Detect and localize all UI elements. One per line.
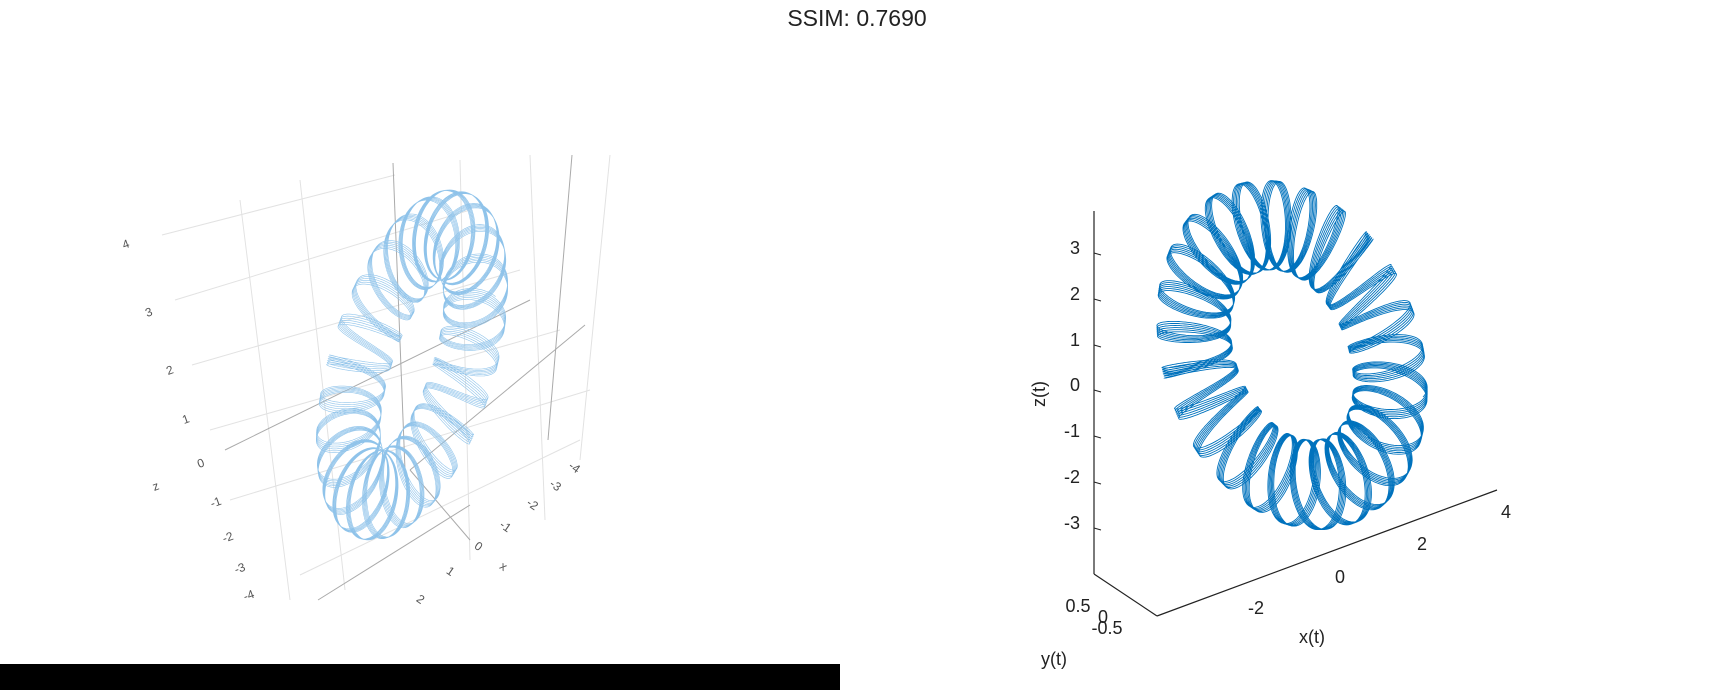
x-tick-label: 4 (1501, 502, 1511, 522)
z-tick-label: 3 (143, 304, 154, 320)
grid-line (161, 174, 396, 236)
z-tick-label: -4 (241, 587, 256, 604)
grid-line (299, 439, 581, 576)
torus-curve (1156, 180, 1428, 531)
z-tick-label: -2 (220, 529, 235, 546)
x-tick-label: 2 (1417, 534, 1427, 554)
grid-line (229, 389, 591, 501)
y-tick-label: -0.5 (1091, 618, 1122, 638)
left-curve-group (315, 189, 509, 541)
z-tick-label: 1 (180, 411, 191, 427)
grid-line (239, 199, 291, 601)
x-tick-label: 0 (1335, 567, 1345, 587)
z-axis-label: z(t) (1029, 381, 1049, 407)
grid-line (579, 154, 611, 461)
z-tick-label: 2 (164, 362, 175, 378)
grid-line (191, 269, 521, 366)
y-tick-label: 0 (1098, 607, 1108, 627)
grid-line (459, 159, 471, 561)
z-tick-label: 0 (195, 455, 206, 471)
z-tick-label: 3 (1070, 238, 1080, 258)
z-tick-label: 4 (120, 236, 131, 252)
z-tick-label: 2 (1070, 284, 1080, 304)
x-tick-label: -1 (497, 518, 514, 536)
x-axis-label: x (497, 559, 510, 574)
black-bar (0, 664, 840, 690)
x-tick-label: -2 (524, 496, 541, 514)
x-tick-label: -2 (1248, 598, 1264, 618)
tick-mark (1093, 298, 1102, 302)
grid-line (174, 209, 471, 301)
tick-mark (1093, 344, 1102, 348)
x-tick-label: -3 (547, 477, 564, 495)
axis-line (1093, 573, 1158, 617)
z-axis-label: z (151, 479, 161, 494)
axis-line (1156, 489, 1498, 617)
x-tick-label: 2 (414, 592, 428, 607)
axis-line (317, 504, 471, 601)
z-tick-label: -3 (1064, 513, 1080, 533)
tick-mark (1093, 527, 1102, 531)
labels: 43210-1-2-3-4z-4-3-2-1012x3210-1-2-3z(t)… (120, 236, 1511, 668)
title: SSIM: 0.7690 (787, 5, 926, 31)
x-tick-label: 0 (472, 539, 486, 554)
right-axes (1093, 211, 1498, 617)
grid-line (529, 154, 546, 521)
x-tick-label: -4 (566, 459, 583, 477)
z-tick-label: 1 (1070, 330, 1080, 350)
y-axis-label: y(t) (1041, 649, 1067, 669)
torus-curve (315, 189, 509, 541)
x-tick-label: 1 (444, 564, 458, 579)
y-tick-label: 0.5 (1065, 596, 1090, 616)
right-curve-group (1156, 180, 1428, 531)
left-grid (161, 154, 611, 601)
tick-mark (1093, 252, 1102, 256)
z-tick-label: -3 (232, 560, 247, 577)
grid-line (209, 329, 561, 431)
z-tick-label: -1 (1064, 421, 1080, 441)
axis-line (409, 324, 586, 471)
z-tick-label: 0 (1070, 375, 1080, 395)
tick-mark (1093, 435, 1102, 439)
tick-mark (1093, 481, 1102, 485)
axis-line (547, 154, 573, 441)
z-tick-label: -1 (208, 494, 223, 511)
x-axis-label: x(t) (1299, 627, 1325, 647)
grid-line (299, 179, 346, 591)
tick-mark (1093, 389, 1102, 393)
z-tick-label: -2 (1064, 467, 1080, 487)
